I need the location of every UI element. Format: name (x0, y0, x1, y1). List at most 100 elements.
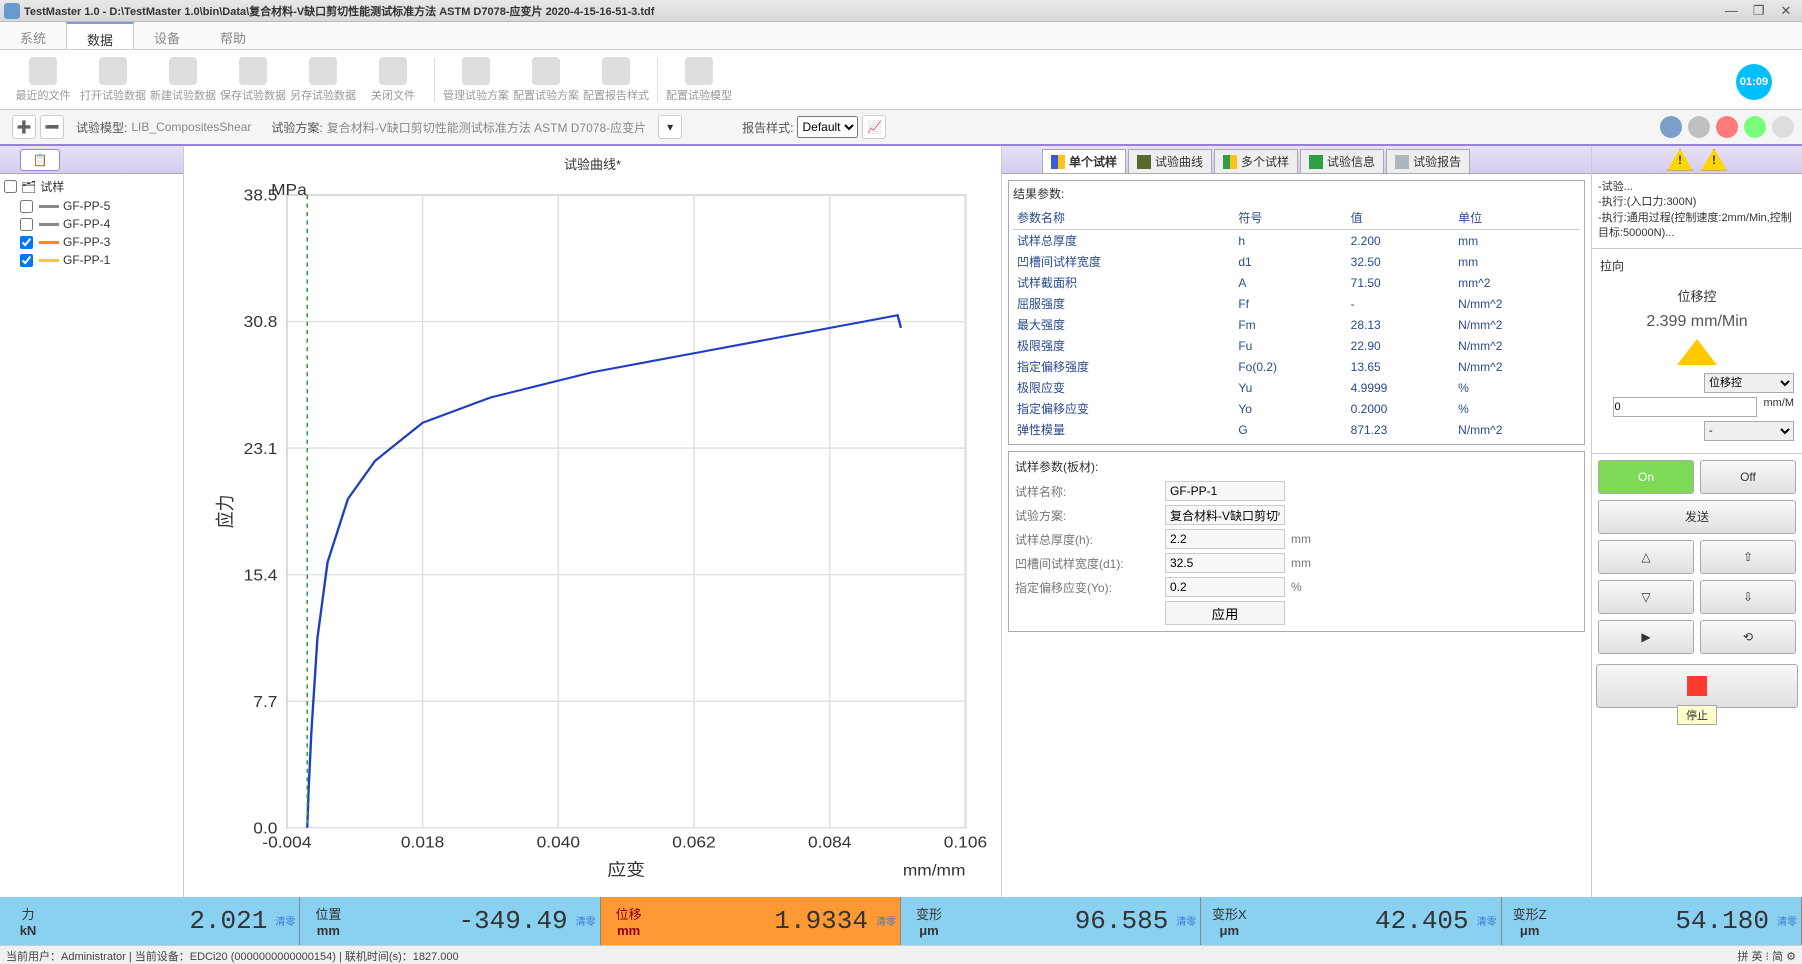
new-data-button[interactable]: 新建试验数据 (148, 52, 218, 108)
tree-checkbox[interactable] (20, 236, 33, 249)
table-row[interactable]: 指定偏移应变Yo0.2000% (1013, 398, 1580, 419)
sp-thick-input[interactable] (1165, 529, 1285, 549)
readout-clear-button[interactable]: 清零 (1777, 913, 1797, 928)
tab-info[interactable]: 试验信息 (1300, 149, 1384, 173)
config-model-label: 配置试验模型 (666, 87, 732, 103)
readout-unit: μm (919, 923, 939, 938)
readout-变形: 变形μm 96.585 清零 (901, 897, 1201, 945)
menu-system[interactable]: 系统 (0, 22, 66, 49)
table-row[interactable]: 凹槽间试样宽度d132.50mm (1013, 251, 1580, 272)
minimize-button[interactable]: — (1719, 3, 1743, 18)
warning-icon-2[interactable]: ! (1701, 149, 1727, 171)
open-data-button[interactable]: 打开试验数据 (78, 52, 148, 108)
indicator-4-icon[interactable] (1744, 116, 1766, 138)
sp-width-input[interactable] (1165, 553, 1285, 573)
config-plan-button[interactable]: 配置试验方案 (511, 52, 581, 108)
apply-button[interactable]: 应用 (1165, 601, 1285, 625)
manage-plan-label: 管理试验方案 (443, 87, 509, 103)
table-row[interactable]: 极限应变Yu4.9999% (1013, 377, 1580, 398)
menu-help[interactable]: 帮助 (200, 22, 266, 49)
open-label: 打开试验数据 (80, 87, 146, 103)
svg-text:mm/mm: mm/mm (903, 862, 966, 879)
remove-sample-icon[interactable]: ➖ (40, 115, 64, 139)
tree-item[interactable]: GF-PP-3 (4, 233, 179, 251)
warning-icon[interactable]: ! (1667, 149, 1693, 171)
table-row[interactable]: 最大强度Fm28.13N/mm^2 (1013, 314, 1580, 335)
readout-clear-button[interactable]: 清零 (1176, 913, 1196, 928)
tree-checkbox[interactable] (20, 218, 33, 231)
tab-multi[interactable]: 多个试样 (1214, 149, 1298, 173)
restore-button[interactable]: ❐ (1747, 3, 1771, 19)
tab-info-icon (1309, 155, 1323, 169)
table-row[interactable]: 试样截面积A71.50mm^2 (1013, 272, 1580, 293)
config-report-label: 配置报告样式 (583, 87, 649, 103)
cell-value: 4.9999 (1347, 377, 1455, 398)
root-checkbox[interactable] (4, 180, 17, 193)
send-button[interactable]: 发送 (1598, 500, 1796, 534)
app-icon (4, 3, 20, 19)
value-input[interactable] (1613, 397, 1757, 417)
manage-plan-button[interactable]: 管理试验方案 (441, 52, 511, 108)
chart-config-icon[interactable]: 📈 (862, 115, 886, 139)
on-button[interactable]: On (1598, 460, 1694, 494)
svg-text:0.062: 0.062 (672, 834, 715, 851)
tree-checkbox[interactable] (20, 200, 33, 213)
report-select[interactable]: Default (797, 116, 858, 138)
tree-checkbox[interactable] (20, 254, 33, 267)
tab-report[interactable]: 试验报告 (1386, 149, 1470, 173)
indicator-3-icon[interactable] (1716, 116, 1738, 138)
close-button[interactable]: ✕ (1774, 3, 1798, 19)
cell-value: 71.50 (1347, 272, 1455, 293)
save-data-button[interactable]: 保存试验数据 (218, 52, 288, 108)
close-file-button[interactable]: 关闭文件 (358, 52, 428, 108)
readout-clear-button[interactable]: 清零 (876, 913, 896, 928)
tab-single[interactable]: 单个试样 (1042, 149, 1126, 173)
home-up-icon[interactable]: ⇧ (1700, 540, 1796, 574)
sp-plan-input[interactable] (1165, 505, 1285, 525)
extra-select[interactable]: - (1704, 421, 1794, 441)
readout-clear-button[interactable]: 清零 (576, 913, 596, 928)
table-row[interactable]: 弹性模量G871.23N/mm^2 (1013, 419, 1580, 440)
settings-gear-icon[interactable] (1772, 116, 1794, 138)
readout-clear-button[interactable]: 清零 (275, 913, 295, 928)
table-row[interactable]: 屈服强度Ff-N/mm^2 (1013, 293, 1580, 314)
tree-item[interactable]: GF-PP-5 (4, 197, 179, 215)
tab-single-label: 单个试样 (1069, 153, 1117, 170)
add-sample-icon[interactable]: ➕ (12, 115, 36, 139)
jog-up-icon[interactable]: △ (1598, 540, 1694, 574)
config-report-button[interactable]: 配置报告样式 (581, 52, 651, 108)
tree-tab-icon[interactable]: 📋 (20, 149, 60, 171)
saveas-data-button[interactable]: 另存试验数据 (288, 52, 358, 108)
table-row[interactable]: 极限强度Fu22.90N/mm^2 (1013, 335, 1580, 356)
readout-value: 42.405 (1249, 906, 1492, 936)
menu-data[interactable]: 数据 (66, 22, 134, 49)
plan-dropdown-icon[interactable]: ▾ (658, 115, 682, 139)
config-model-button[interactable]: 配置试验模型 (664, 52, 734, 108)
indicator-2-icon[interactable] (1688, 116, 1710, 138)
cell-name: 试样截面积 (1013, 272, 1234, 293)
stop-button[interactable]: 停止 (1596, 664, 1798, 708)
home-down-icon[interactable]: ⇩ (1700, 580, 1796, 614)
table-row[interactable]: 指定偏移强度Fo(0.2)13.65N/mm^2 (1013, 356, 1580, 377)
tree-item[interactable]: GF-PP-4 (4, 215, 179, 233)
sp-offset-input[interactable] (1165, 577, 1285, 597)
results-legend: 结果参数: (1013, 185, 1580, 202)
control-panel: ! ! -试验... -执行:(入口力:300N) -执行:通用过程(控制速度:… (1592, 146, 1802, 897)
off-button[interactable]: Off (1700, 460, 1796, 494)
tab-curve[interactable]: 试验曲线 (1128, 149, 1212, 173)
recent-files-button[interactable]: 最近的文件 (8, 52, 78, 108)
play-icon[interactable]: ▶ (1598, 620, 1694, 654)
readout-clear-button[interactable]: 清零 (1477, 913, 1497, 928)
mode-select[interactable]: 位移控 (1704, 373, 1794, 393)
chart-area[interactable]: 0.07.715.423.130.838.5-0.0040.0180.0400.… (208, 181, 997, 884)
return-icon[interactable]: ⟲ (1700, 620, 1796, 654)
table-row[interactable]: 试样总厚度h2.200mm (1013, 230, 1580, 252)
indicator-1-icon[interactable] (1660, 116, 1682, 138)
tree-root[interactable]: 🗂 试样 (4, 178, 179, 195)
cell-value: 2.200 (1347, 230, 1455, 252)
sp-name-input[interactable] (1165, 481, 1285, 501)
tree-item[interactable]: GF-PP-1 (4, 251, 179, 269)
jog-down-icon[interactable]: ▽ (1598, 580, 1694, 614)
svg-text:23.1: 23.1 (244, 441, 278, 458)
menu-device[interactable]: 设备 (134, 22, 200, 49)
